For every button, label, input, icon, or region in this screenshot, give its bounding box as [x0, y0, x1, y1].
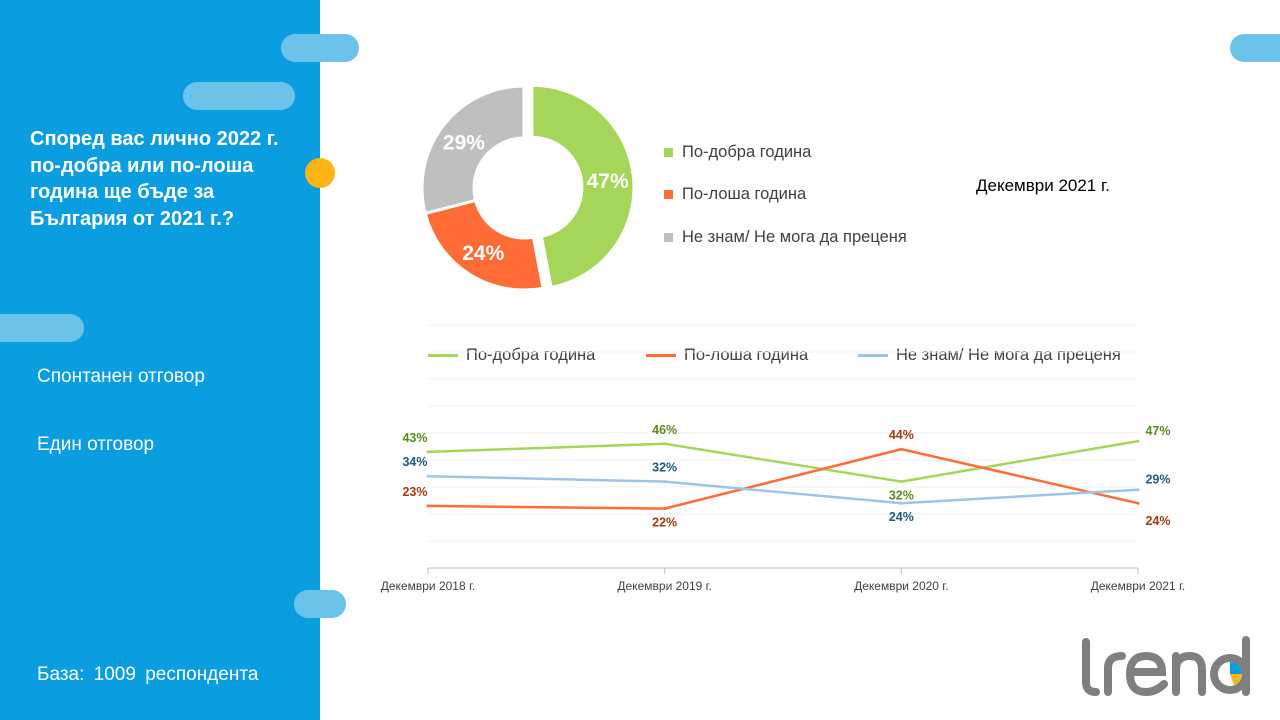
data-point-better — [899, 480, 903, 484]
data-point-worse — [899, 447, 903, 451]
legend-line — [646, 354, 676, 357]
data-label-worse: 24% — [1145, 514, 1170, 528]
donut-legend-worse: По-лоша година — [664, 185, 806, 204]
legend-label: Не знам/ Не мога да преценя — [682, 228, 907, 246]
note-spontaneous: Спонтанен отговор — [37, 366, 205, 387]
decor-pill — [183, 82, 295, 110]
data-label-better: 32% — [889, 489, 914, 503]
data-point-better — [1136, 439, 1140, 443]
legend-swatch — [664, 148, 673, 157]
x-tick-label: Декември 2021 г. — [1091, 579, 1185, 593]
note-single-answer: Един отговор — [37, 434, 155, 455]
legend-swatch — [664, 190, 673, 199]
data-label-dontknow: 32% — [652, 461, 677, 475]
legend-line — [428, 354, 458, 357]
line-legend-dontknow: Не знам/ Не мога да преценя — [858, 346, 1121, 365]
legend-label: По-добра година — [682, 143, 812, 161]
decor-pill — [0, 314, 84, 342]
period-label: Декември 2021 г. — [976, 176, 1110, 195]
data-point-dontknow — [899, 501, 903, 505]
data-point-dontknow — [426, 474, 430, 478]
series-line-worse — [427, 447, 1139, 510]
donut-data-label: 24% — [462, 242, 504, 265]
donut-slice-worse — [423, 198, 545, 292]
data-label-better: 46% — [652, 423, 677, 437]
data-label-worse: 22% — [652, 516, 677, 530]
data-point-better — [426, 450, 430, 454]
sample-base: База: 1009 респондента — [37, 664, 259, 685]
data-label-dontknow: 29% — [1145, 473, 1170, 487]
data-label-worse: 44% — [889, 428, 914, 442]
data-label-better: 43% — [402, 431, 427, 445]
data-label-worse: 23% — [402, 485, 427, 499]
data-point-worse — [426, 504, 430, 508]
data-label-dontknow: 34% — [402, 455, 427, 469]
legend-label: По-лоша година — [682, 185, 807, 203]
trend-logo: trend — [1082, 636, 1250, 697]
donut-legend-better: По-добра година — [664, 143, 811, 162]
decor-pill — [1230, 34, 1280, 62]
line-legend-worse: По-лоша година — [646, 346, 808, 365]
x-tick-label: Декември 2019 г. — [617, 579, 711, 593]
legend-line — [858, 354, 888, 357]
legend-label: По-добра година — [466, 346, 596, 364]
data-point-worse — [1136, 501, 1140, 505]
survey-question: Според вас лично 2022 г. по-добра или по… — [30, 128, 279, 230]
data-label-better: 47% — [1145, 424, 1170, 438]
data-label-dontknow: 24% — [889, 510, 914, 524]
data-point-better — [663, 442, 667, 446]
data-point-dontknow — [663, 480, 667, 484]
sidebar — [0, 0, 320, 720]
x-tick-label: Декември 2018 г. — [381, 579, 475, 593]
donut-chart: 47% 24% 29% — [420, 83, 636, 292]
data-point-worse — [663, 507, 667, 511]
decor-dot — [305, 158, 335, 188]
legend-swatch — [664, 233, 673, 242]
donut-data-label: 29% — [443, 131, 485, 154]
legend-label: Не знам/ Не мога да преценя — [896, 346, 1121, 364]
line-chart: Декември 2018 г. Декември 2019 г. Декември… — [381, 324, 1185, 593]
line-legend-better: По-добра година — [428, 346, 595, 365]
x-tick-label: Декември 2020 г. — [854, 579, 948, 593]
data-point-dontknow — [1136, 488, 1140, 492]
decor-pill — [281, 34, 359, 62]
series-line-better — [427, 439, 1139, 483]
decor-pill — [294, 590, 346, 618]
donut-data-label: 47% — [587, 170, 629, 193]
legend-label: По-лоша година — [684, 346, 809, 364]
donut-legend-dontknow: Не знам/ Не мога да преценя — [664, 228, 907, 247]
series-line-dontknow — [427, 474, 1139, 505]
donut-slice-dontknow — [420, 84, 526, 216]
donut-slice-better — [530, 83, 636, 290]
